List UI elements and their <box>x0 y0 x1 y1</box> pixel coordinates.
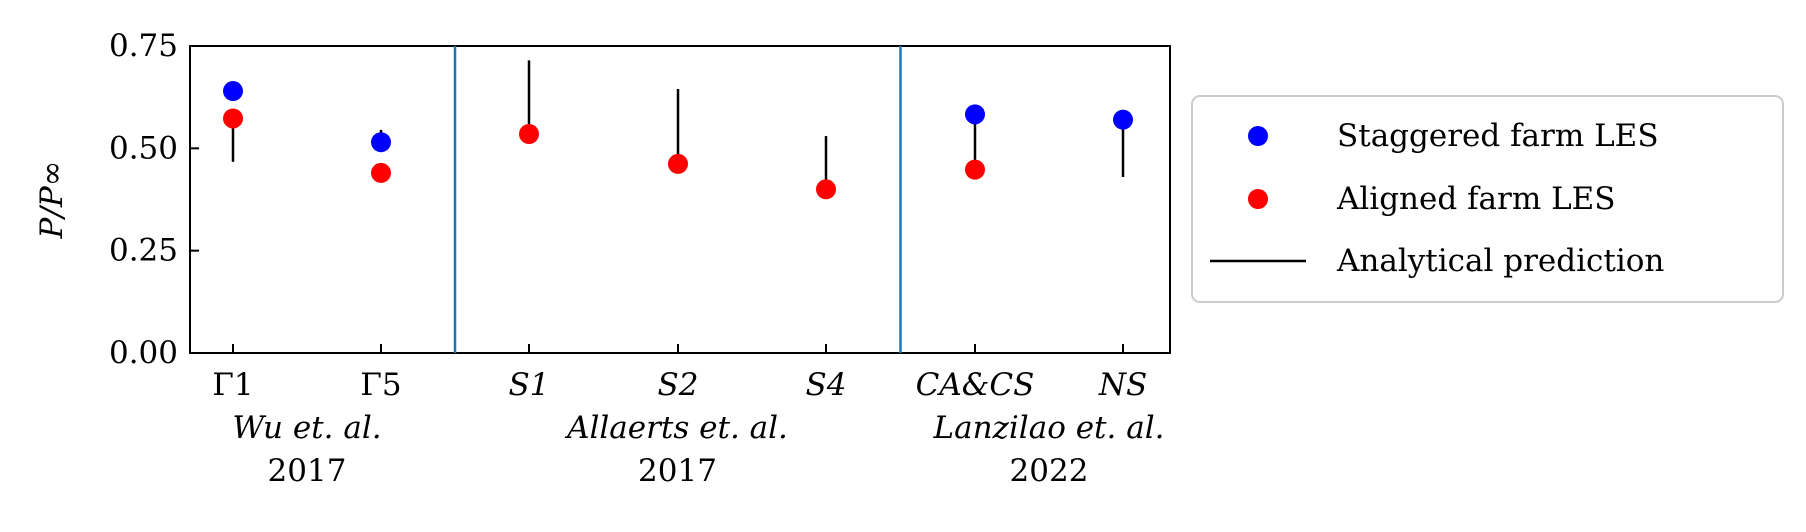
legend-box <box>1191 95 1784 303</box>
plot-area: 0.00 0.25 0.50 0.75 P/P∞ Γ1 Γ5 S1 S2 S4 CA&CS NS Wu … <box>34 28 1171 489</box>
aligned-point-0 <box>223 108 243 129</box>
legend-label-1: Aligned farm LES <box>1336 181 1616 217</box>
aligned-point-2 <box>519 124 539 145</box>
staggered-point-6 <box>1113 109 1133 130</box>
group-authors-2: Lanzilao et. al. <box>933 410 1165 446</box>
x-tick-label-1: Γ5 <box>360 367 401 403</box>
staggered-point-0 <box>223 81 243 102</box>
x-tick-label-6: NS <box>1098 367 1147 403</box>
group-authors-1: Allaerts et. al. <box>564 410 788 446</box>
aligned-point-4 <box>816 179 836 200</box>
y-tick-label-0: 0.00 <box>109 335 178 371</box>
group-year-0: 2017 <box>268 453 347 489</box>
aligned-point-5 <box>965 159 985 180</box>
y-axis-label: P/P∞ <box>34 161 70 240</box>
legend-marker-1 <box>1248 189 1268 209</box>
x-tick-label-5: CA&CS <box>916 367 1035 403</box>
y-tick-label-2: 0.50 <box>109 130 178 166</box>
x-tick-label-4: S4 <box>806 367 847 403</box>
group-year-1: 2017 <box>638 453 717 489</box>
axes-frame <box>189 45 1171 354</box>
group-year-2: 2022 <box>1010 453 1089 489</box>
y-tick-label-3: 0.75 <box>109 28 178 64</box>
x-tick-label-0: Γ1 <box>212 367 253 403</box>
legend-label-2: Analytical prediction <box>1336 243 1664 279</box>
aligned-point-1 <box>371 162 391 183</box>
y-tick-label-1: 0.25 <box>109 233 178 269</box>
staggered-point-1 <box>371 132 391 153</box>
legend: Staggered farm LES Aligned farm LES Analyt… <box>1191 95 1784 303</box>
legend-label-0: Staggered farm LES <box>1337 118 1659 154</box>
staggered-point-5 <box>965 104 985 125</box>
aligned-point-3 <box>668 153 688 174</box>
legend-marker-0 <box>1248 126 1268 146</box>
x-tick-label-2: S1 <box>509 367 550 403</box>
x-tick-label-3: S2 <box>658 367 699 403</box>
group-authors-0: Wu et. al. <box>232 410 381 446</box>
